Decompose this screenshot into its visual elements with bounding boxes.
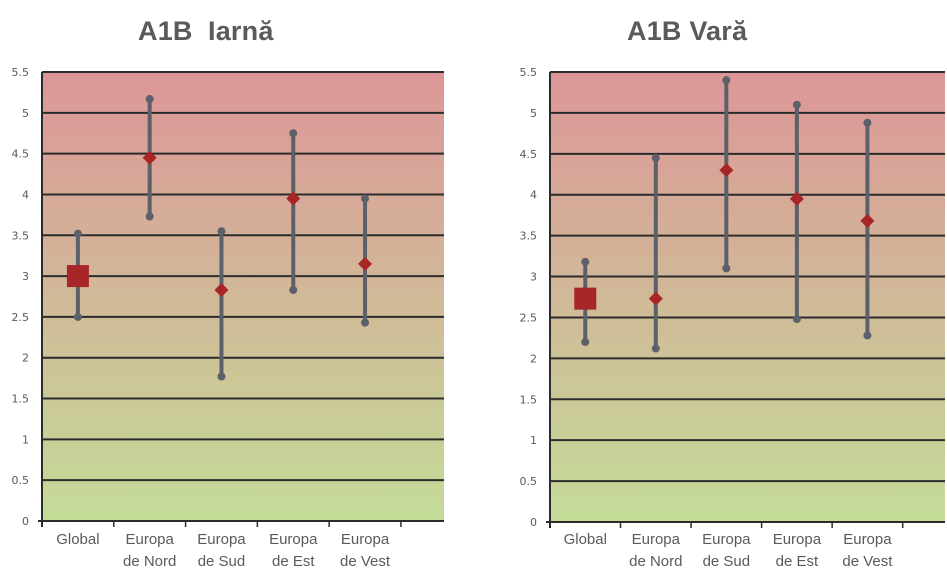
central-diamond-marker <box>719 163 734 178</box>
plot-area-summer <box>550 72 945 522</box>
y-tick-label: 5 <box>22 107 29 120</box>
range-low-cap <box>792 315 801 324</box>
global-square-marker <box>66 265 89 288</box>
x-category-label: de Est <box>776 553 819 570</box>
range-low-cap <box>145 212 154 221</box>
x-category-label: Europa <box>341 531 390 548</box>
range-low-cap <box>361 318 370 327</box>
x-category-label: de Sud <box>198 553 246 570</box>
y-tick-label: 0.5 <box>520 475 538 488</box>
x-category-label: de Est <box>272 553 315 570</box>
x-category-label: Europa <box>269 531 318 548</box>
range-low-cap <box>217 372 226 381</box>
y-tick-label: 3.5 <box>12 229 30 242</box>
range-low-cap <box>863 331 872 340</box>
range-high-cap <box>792 100 801 109</box>
central-diamond-marker <box>860 213 875 228</box>
y-tick-label: 2 <box>22 352 29 365</box>
range-high-cap <box>361 194 370 203</box>
range-low-cap <box>651 344 660 353</box>
y-tick-label: 4.5 <box>12 148 30 161</box>
central-diamond-marker <box>214 282 229 297</box>
chart-title-winter: A1B Iarnă <box>138 16 274 46</box>
range-low-cap <box>289 285 298 294</box>
y-tick-label: 1 <box>530 434 537 447</box>
chart-title-summer: A1B Vară <box>627 16 748 46</box>
y-tick-label: 1 <box>22 433 29 446</box>
range-high-cap <box>73 229 82 238</box>
x-category-label: Europa <box>632 531 681 548</box>
range-low-cap <box>73 312 82 321</box>
y-tick-label: 4.5 <box>520 148 538 161</box>
central-diamond-marker <box>286 191 301 206</box>
y-tick-label: 0 <box>22 515 29 528</box>
y-tick-label: 0 <box>530 516 537 529</box>
y-tick-label: 5.5 <box>520 66 538 79</box>
y-tick-label: 3 <box>22 270 29 283</box>
central-diamond-marker <box>142 150 157 165</box>
y-tick-label: 0.5 <box>12 474 30 487</box>
global-square-marker <box>574 287 597 310</box>
central-diamond-marker <box>789 191 804 206</box>
y-tick-label: 1.5 <box>520 393 538 406</box>
range-high-cap <box>289 129 298 138</box>
y-tick-label: 2.5 <box>520 311 538 324</box>
x-category-label: Europa <box>197 531 246 548</box>
y-tick-label: 4 <box>22 188 29 201</box>
x-category-label: Europa <box>773 531 822 548</box>
x-category-label: Global <box>56 531 99 548</box>
range-high-cap <box>581 257 590 266</box>
range-high-cap <box>722 76 731 85</box>
x-category-label: Global <box>564 531 607 548</box>
range-high-cap <box>145 94 154 103</box>
y-tick-label: 2 <box>530 352 537 365</box>
range-high-cap <box>651 153 660 162</box>
range-low-cap <box>581 338 590 346</box>
y-tick-label: 3 <box>530 271 537 284</box>
y-tick-label: 1.5 <box>12 393 30 406</box>
y-tick-label: 5.5 <box>12 66 30 79</box>
y-tick-label: 5 <box>530 107 537 120</box>
x-category-label: de Vest <box>842 553 893 570</box>
plot-area-winter <box>42 72 444 521</box>
x-category-label: de Vest <box>340 553 391 570</box>
y-tick-label: 2.5 <box>12 311 30 324</box>
x-category-label: Europa <box>702 531 751 548</box>
central-diamond-marker <box>648 291 663 306</box>
y-tick-label: 4 <box>530 189 537 202</box>
range-high-cap <box>217 227 226 236</box>
x-category-label: Europa <box>843 531 892 548</box>
range-high-cap <box>863 118 872 127</box>
x-category-label: Europa <box>125 531 174 548</box>
x-category-label: de Nord <box>123 553 176 570</box>
y-tick-label: 3.5 <box>520 230 538 243</box>
x-category-label: de Nord <box>629 553 682 570</box>
central-diamond-marker <box>358 256 373 271</box>
x-category-label: de Sud <box>703 553 751 570</box>
range-low-cap <box>722 264 731 273</box>
